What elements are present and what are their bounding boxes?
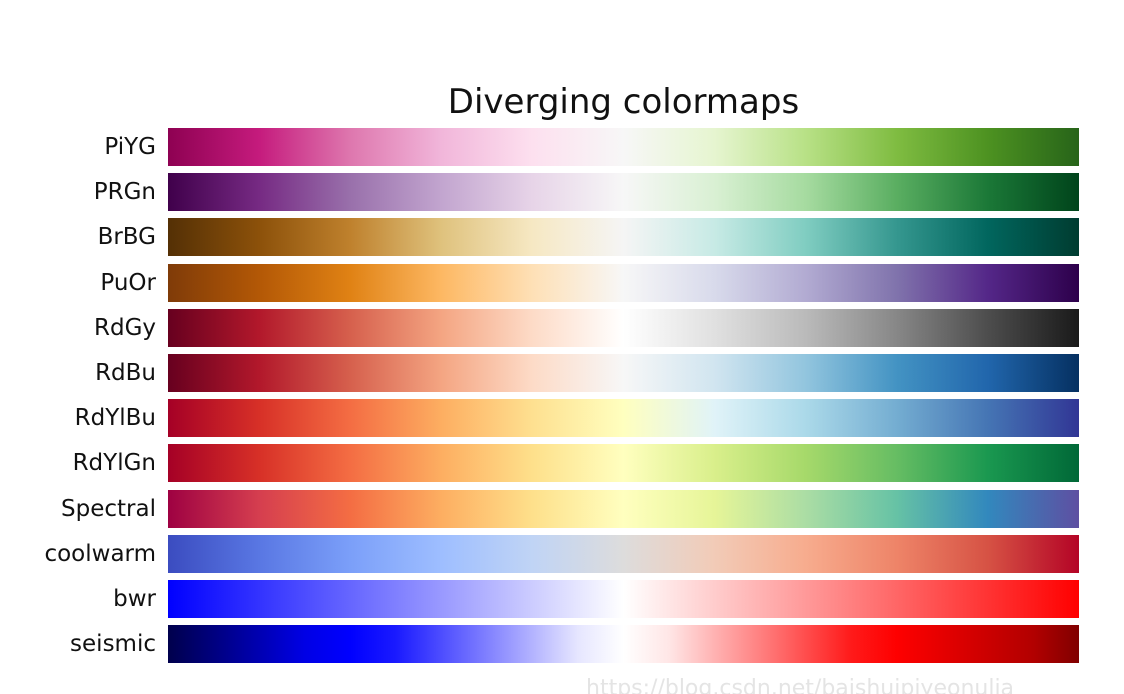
- chart-title: Diverging colormaps: [447, 82, 800, 122]
- colormap-row-coolwarm: coolwarm: [0, 534, 1124, 573]
- colormap-row-bwr: bwr: [0, 580, 1124, 618]
- colormap-row-RdYlBu: RdYlBu: [0, 399, 1124, 438]
- colormap-bar-Spectral: [168, 489, 1079, 528]
- colormap-row-RdYlGn: RdYlGn: [0, 444, 1124, 483]
- colormap-row-Spectral: Spectral: [0, 489, 1124, 528]
- colormap-row-PRGn: PRGn: [0, 173, 1124, 212]
- colormap-label: PiYG: [104, 134, 156, 160]
- colormap-label: bwr: [113, 586, 156, 612]
- colormap-label: seismic: [70, 631, 156, 658]
- colormap-bar-RdYlBu: [168, 399, 1079, 438]
- colormap-bar-PRGn: [168, 173, 1079, 212]
- colormap-row-PiYG: PiYG: [0, 128, 1124, 166]
- colormap-bar-bwr: [168, 580, 1079, 618]
- watermark: https://blog.csdn.net/bajshujpiyeonulia: [586, 676, 1015, 694]
- colormap-row-RdGy: RdGy: [0, 308, 1124, 347]
- colormap-row-seismic: seismic: [0, 625, 1124, 664]
- colormap-bar-RdBu: [168, 354, 1079, 392]
- colormap-bar-RdYlGn: [168, 444, 1079, 483]
- colormap-bar-PiYG: [168, 128, 1079, 166]
- colormap-bar-coolwarm: [168, 534, 1079, 573]
- colormap-bar-seismic: [168, 625, 1079, 664]
- colormap-bar-RdGy: [168, 308, 1079, 347]
- colormap-label: RdBu: [95, 360, 156, 386]
- colormap-row-RdBu: RdBu: [0, 354, 1124, 392]
- colormap-label: BrBG: [97, 224, 156, 251]
- colormap-label: RdGy: [93, 314, 156, 341]
- colormap-label: RdYlBu: [74, 405, 156, 432]
- colormap-label: RdYlGn: [72, 450, 156, 477]
- colormap-label: Spectral: [61, 495, 156, 522]
- colormap-bar-PuOr: [168, 263, 1079, 302]
- colormap-row-PuOr: PuOr: [0, 263, 1124, 302]
- colormap-label: coolwarm: [44, 540, 156, 567]
- colormap-row-BrBG: BrBG: [0, 218, 1124, 257]
- colormap-rows: PiYG PRGn BrBG PuOr RdGy RdBu RdYlBu RdYlGn Spec…: [0, 128, 1124, 668]
- colormap-label: PRGn: [93, 179, 156, 206]
- colormap-bar-BrBG: [168, 218, 1079, 257]
- colormap-label: PuOr: [100, 269, 156, 296]
